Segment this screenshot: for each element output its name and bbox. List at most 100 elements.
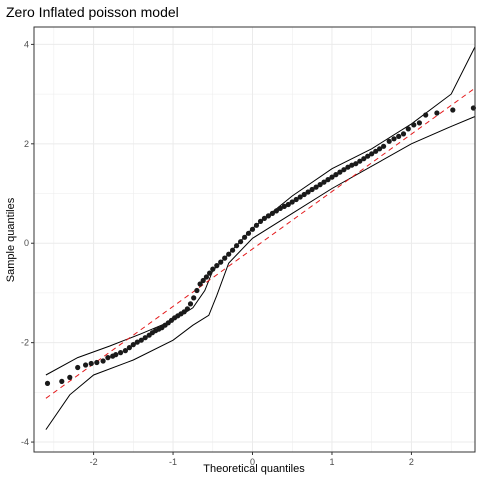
- data-point: [226, 251, 232, 257]
- data-point: [434, 110, 440, 116]
- data-point: [105, 355, 111, 361]
- data-point: [118, 350, 124, 356]
- data-point: [94, 359, 100, 366]
- data-point: [265, 213, 271, 219]
- data-point: [126, 345, 132, 351]
- y-axis-ticks: -4 -2 0 2 4: [21, 39, 34, 447]
- data-point: [381, 143, 387, 149]
- x-axis-ticks: -2 -1 0 1 2: [90, 452, 414, 467]
- data-point: [405, 126, 411, 132]
- data-point: [349, 162, 355, 168]
- data-point: [373, 148, 379, 154]
- data-point: [44, 380, 51, 386]
- data-point: [142, 335, 148, 341]
- data-point: [191, 295, 197, 301]
- data-point: [134, 339, 140, 345]
- data-point: [113, 352, 119, 358]
- x-tick-label: -2: [90, 457, 98, 467]
- data-point: [203, 274, 209, 280]
- data-point: [234, 243, 240, 249]
- data-point: [309, 186, 315, 193]
- chart-title: Zero Inflated poisson model: [6, 4, 179, 20]
- data-point: [200, 277, 206, 284]
- data-point: [122, 348, 128, 354]
- data-point: [450, 107, 456, 113]
- data-point: [277, 205, 283, 211]
- data-point: [218, 259, 224, 265]
- data-point: [187, 301, 194, 307]
- data-point: [285, 201, 291, 208]
- data-point: [257, 218, 264, 224]
- x-tick-label: 0: [250, 457, 255, 467]
- data-point: [242, 234, 248, 240]
- data-point: [400, 131, 407, 137]
- grid-lines: [34, 27, 475, 452]
- data-point: [289, 199, 295, 205]
- data-point: [329, 174, 335, 180]
- x-axis-title: Theoretical quantiles: [203, 463, 305, 475]
- data-point: [341, 167, 347, 173]
- data-point: [416, 120, 422, 126]
- data-point: [357, 158, 363, 164]
- data-point: [194, 287, 200, 294]
- data-point: [130, 342, 136, 348]
- y-tick-label: 2: [24, 139, 29, 149]
- data-point: [396, 133, 402, 139]
- data-point: [245, 230, 252, 236]
- data-point: [253, 222, 260, 228]
- data-point: [184, 306, 190, 312]
- data-point: [238, 239, 244, 245]
- data-point: [197, 281, 203, 287]
- x-tick-label: 2: [409, 457, 414, 467]
- data-point: [317, 182, 323, 188]
- data-point: [386, 138, 392, 144]
- data-point: [210, 266, 216, 272]
- plot-panel-border: [33, 26, 476, 453]
- plot-panel: [33, 26, 476, 453]
- data-point: [293, 196, 299, 203]
- data-point: [273, 208, 279, 214]
- data-point: [301, 191, 307, 198]
- data-point: [230, 247, 236, 253]
- data-point: [377, 146, 383, 152]
- y-tick-label: 4: [24, 39, 29, 49]
- y-tick-label: 0: [24, 238, 29, 248]
- data-point: [305, 189, 311, 195]
- data-point: [321, 179, 327, 185]
- data-point: [59, 378, 65, 384]
- data-point: [100, 358, 106, 364]
- data-point: [423, 112, 429, 118]
- data-point: [391, 136, 397, 142]
- data-point: [411, 122, 417, 128]
- data-point: [281, 203, 287, 209]
- data-point: [345, 164, 351, 170]
- data-point: [361, 156, 367, 162]
- x-tick-label: -1: [169, 457, 177, 467]
- data-point: [353, 161, 359, 167]
- data-point: [222, 255, 228, 261]
- data-point: [67, 374, 73, 380]
- data-point: [333, 172, 339, 178]
- data-point: [365, 153, 371, 159]
- data-point: [369, 151, 375, 157]
- data-point: [83, 362, 89, 368]
- data-point: [207, 270, 213, 276]
- data-point: [269, 210, 275, 216]
- y-axis-title: Sample quantiles: [5, 197, 17, 282]
- data-point: [297, 194, 303, 200]
- data-point: [138, 337, 144, 343]
- reference-line: [45, 87, 476, 399]
- data-point: [325, 177, 331, 183]
- data-point: [88, 360, 94, 367]
- data-point: [214, 263, 220, 269]
- data-point: [261, 215, 267, 221]
- x-tick-label: 1: [329, 457, 334, 467]
- y-tick-label: -2: [21, 338, 29, 348]
- data-point: [249, 226, 256, 232]
- data-point: [313, 184, 319, 190]
- reference-dashed-line: [45, 87, 476, 399]
- data-point: [337, 169, 343, 175]
- band-lower-line: [45, 116, 476, 430]
- y-tick-label: -4: [21, 437, 29, 447]
